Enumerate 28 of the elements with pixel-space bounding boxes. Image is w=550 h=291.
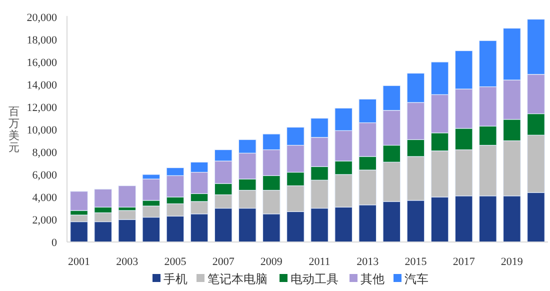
- y-tick-label: 8,000: [32, 147, 58, 159]
- x-tick-label: 2001: [68, 256, 90, 268]
- legend-label: 手机: [164, 272, 188, 286]
- y-tick-label: 18,000: [26, 34, 58, 46]
- x-tick-label: 2009: [260, 256, 283, 268]
- bar: [118, 185, 136, 208]
- legend-label: 笔记本电脑: [208, 272, 268, 286]
- y-tick-label: 16,000: [26, 57, 58, 69]
- legend-label: 汽车: [404, 272, 428, 286]
- y-tick-label: 20,000: [26, 12, 58, 24]
- x-tick-label: 2019: [500, 256, 524, 268]
- y-axis-title: 百万美元: [8, 106, 20, 154]
- y-tick-label: 2,000: [32, 214, 58, 226]
- y-tick-label: 12,000: [26, 102, 58, 114]
- legend-label: 其他: [360, 272, 384, 286]
- y-tick-label: 14,000: [26, 80, 58, 92]
- x-tick-label: 2017: [452, 256, 476, 268]
- x-tick-label: 2015: [404, 256, 428, 268]
- x-tick-label: 2011: [308, 256, 330, 268]
- x-tick-label: 2013: [356, 256, 380, 268]
- y-tick-label: 4,000: [32, 192, 58, 204]
- y-tick-label: 0: [52, 237, 58, 249]
- y-tick-label: 10,000: [26, 124, 58, 136]
- x-tick-label: 2003: [116, 256, 139, 268]
- x-tick-label: 2005: [164, 256, 187, 268]
- x-tick-label: 2007: [212, 256, 235, 268]
- y-tick-label: 6,000: [32, 170, 58, 182]
- legend-label: 电动工具: [290, 272, 338, 286]
